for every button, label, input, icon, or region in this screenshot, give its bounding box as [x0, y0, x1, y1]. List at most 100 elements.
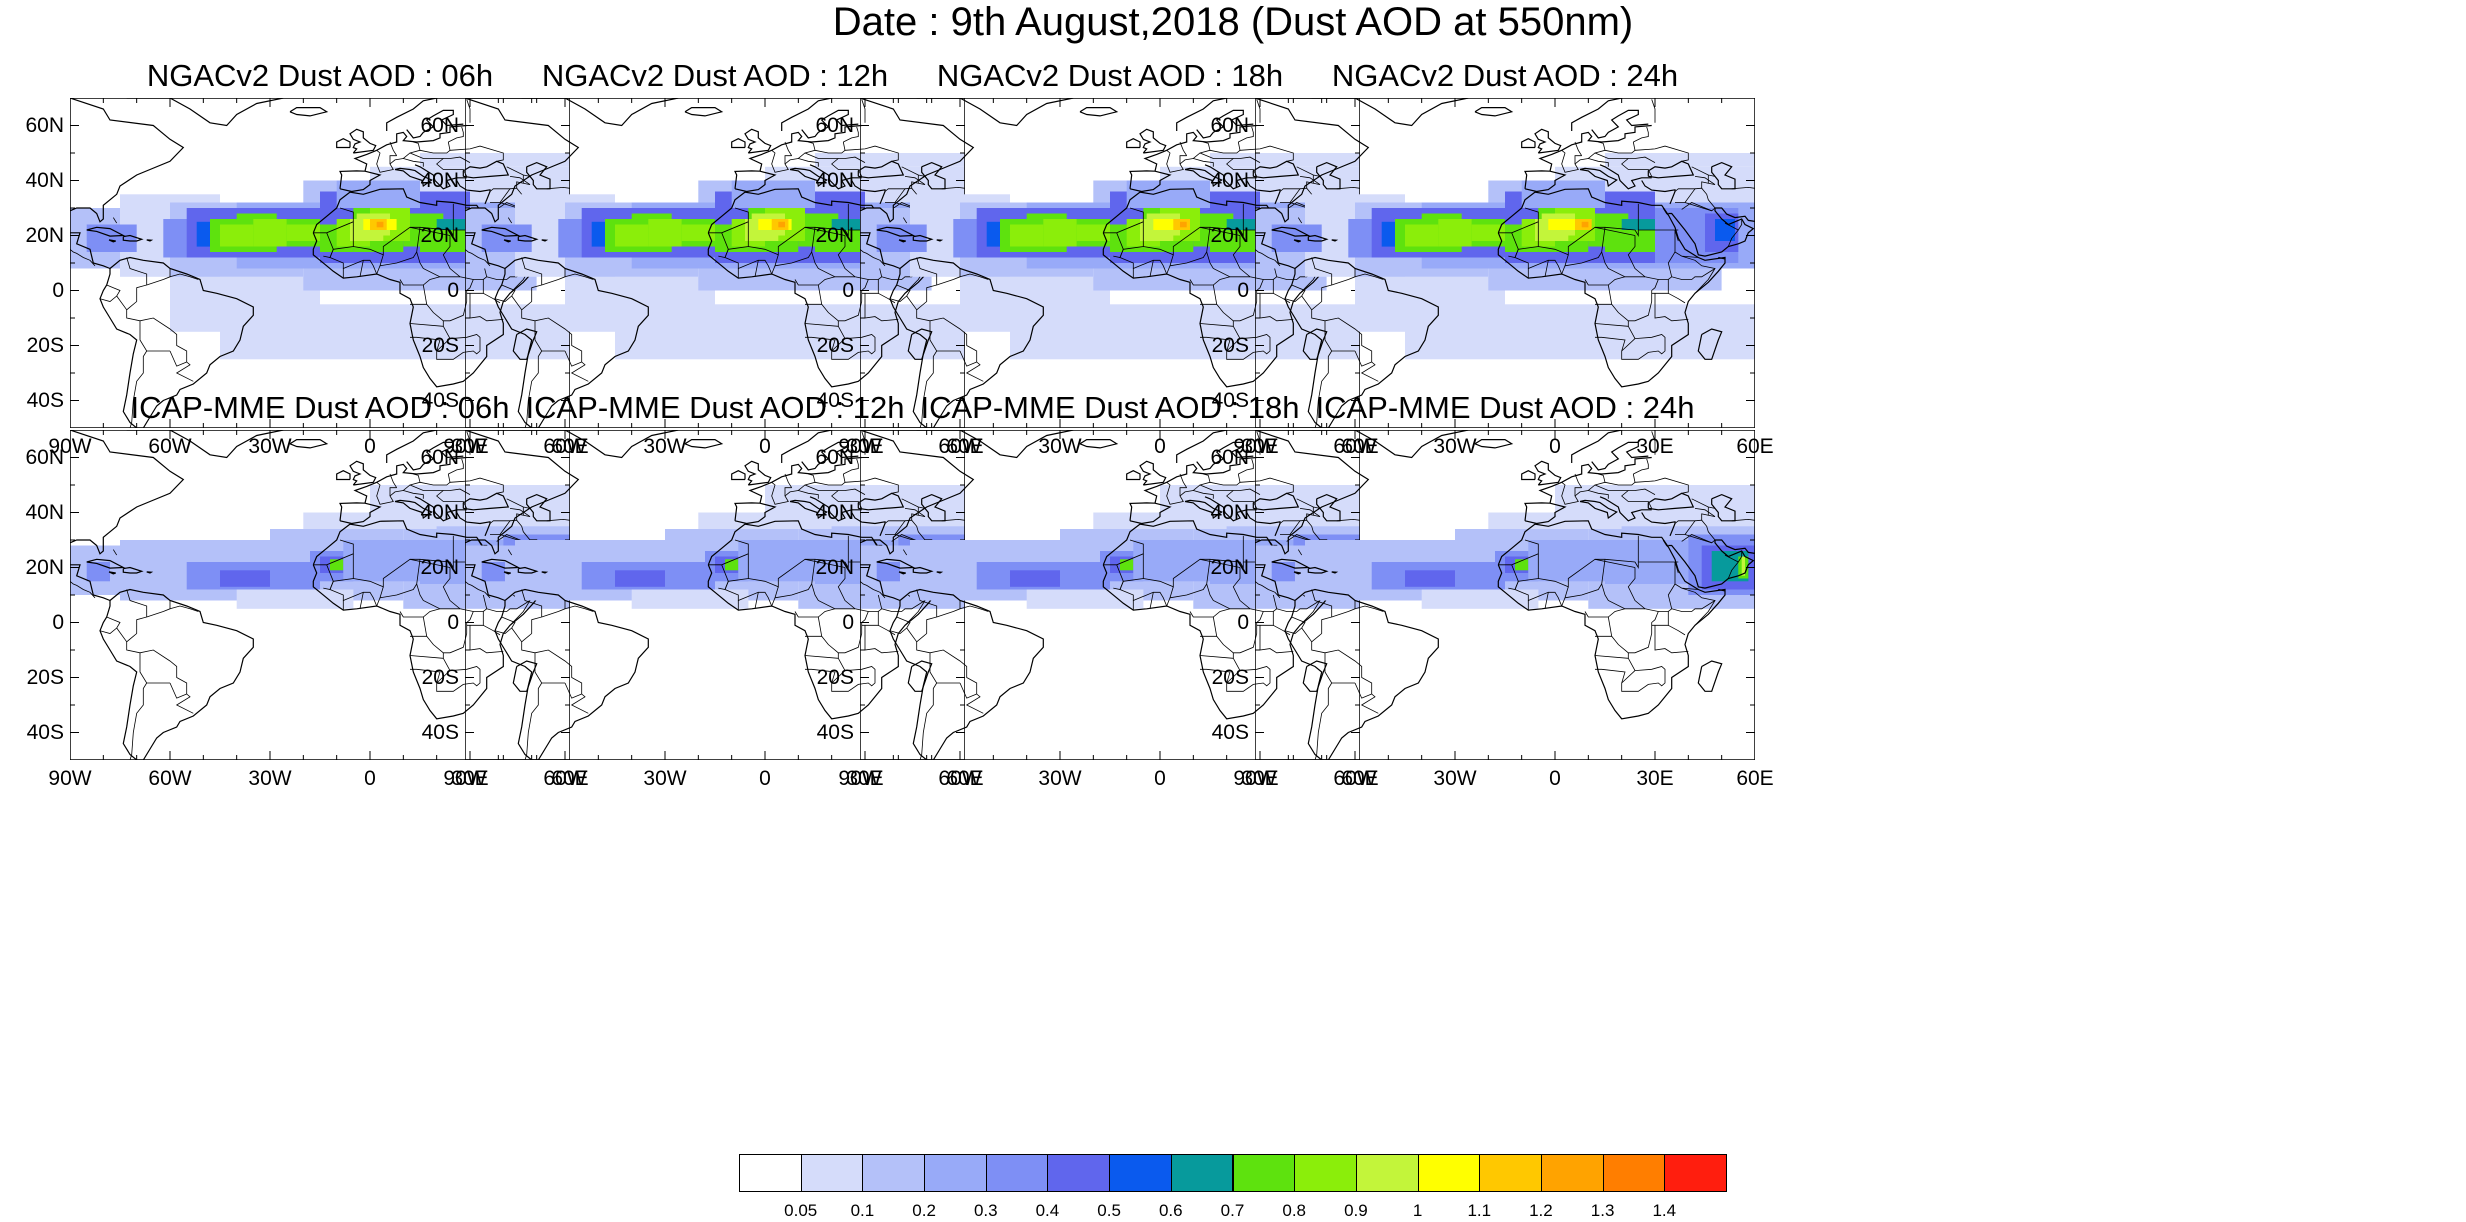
country-border — [436, 338, 451, 352]
colorbar-swatch — [1479, 1154, 1542, 1192]
country-border — [808, 473, 814, 476]
aod-patch — [1093, 512, 1227, 529]
aod-patch — [738, 540, 815, 582]
coastline-puertoRico — [146, 571, 154, 574]
country-border — [389, 487, 397, 496]
country-border — [794, 276, 836, 286]
country-border — [1634, 477, 1689, 494]
country-border — [844, 477, 899, 494]
country-border — [916, 589, 938, 634]
coastline-greenland — [521, 430, 679, 459]
lon-tick-label: 0 — [1549, 435, 1561, 458]
aod-patch — [698, 512, 832, 529]
country-border — [929, 320, 960, 352]
coastline-britain — [349, 128, 377, 154]
country-border — [1169, 583, 1208, 599]
coastline-europe — [1538, 456, 1652, 504]
country-border — [808, 141, 814, 144]
coastline-italy — [789, 167, 828, 188]
country-border — [1564, 251, 1603, 267]
country-border — [402, 152, 444, 167]
country-border — [1301, 295, 1313, 311]
country-border — [821, 611, 869, 654]
country-border — [1256, 99, 1261, 123]
coastline-iberia — [339, 170, 382, 193]
coastline-centralAmerica — [1255, 232, 1296, 270]
lat-tick-label: 20N — [25, 555, 64, 579]
aod-patch — [286, 224, 320, 241]
coastline-iceland — [1474, 439, 1514, 449]
coastline-cuba — [481, 558, 521, 569]
coastline-ireland — [1126, 138, 1141, 149]
country-border — [1595, 284, 1613, 305]
coastline-jamaica — [1293, 239, 1301, 243]
lat-tick-label: 20N — [1210, 223, 1249, 247]
aod-patch — [681, 224, 715, 241]
coastline-centralAmerica — [70, 564, 111, 602]
lon-tick-label: 30W — [1433, 435, 1477, 458]
country-border — [1179, 473, 1188, 488]
country-border — [831, 670, 846, 684]
country-border — [724, 249, 773, 275]
country-border — [959, 682, 977, 699]
country-border — [1179, 141, 1188, 156]
coastline-turkey — [851, 180, 886, 205]
country-border — [116, 295, 128, 311]
aod-patch — [270, 567, 310, 584]
aod-patch — [1076, 224, 1110, 241]
country-border — [483, 292, 501, 304]
country-border — [169, 605, 199, 612]
aod-patch — [1528, 540, 1605, 582]
aod-patch — [1515, 559, 1529, 571]
coastline-britain — [349, 460, 377, 486]
country-border — [419, 473, 451, 486]
country-border — [353, 558, 451, 588]
country-border — [936, 600, 961, 618]
colorbar-label: 1.4 — [1652, 1201, 1677, 1220]
lat-tick-label: 20S — [421, 665, 459, 689]
country-border — [436, 670, 451, 684]
colorbar-swatch — [924, 1154, 987, 1192]
lat-tick-label: 40N — [1210, 500, 1249, 524]
coastline-centralAmerica — [465, 232, 506, 270]
lon-tick-label: 90W — [1233, 767, 1277, 790]
country-border — [1604, 141, 1636, 154]
axis-ticks — [1255, 98, 1755, 428]
map-panel: ICAP-MME Dust AOD : 18h 60N 40N 20N 0 20S 40S 9… — [800, 390, 1378, 840]
coastline-cuba — [86, 558, 126, 569]
aod-patch — [420, 153, 570, 167]
country-border — [1311, 301, 1379, 382]
country-border — [1255, 248, 1281, 267]
lat-tick-label: 40S — [26, 388, 64, 412]
country-border — [494, 616, 516, 634]
coastline-greenland — [1311, 430, 1469, 459]
coastline-iceland — [1079, 107, 1119, 117]
colorbar-swatch — [1232, 1154, 1296, 1192]
coastline-cuba — [1271, 226, 1311, 237]
country-border — [541, 268, 566, 286]
map-panel: ICAP-MME Dust AOD : 24h 60N 40N 20N 0 20S 40S 9… — [1195, 390, 1773, 840]
country-border — [771, 149, 799, 173]
lat-tick-label: 60N — [815, 113, 854, 137]
country-border — [1758, 189, 1765, 211]
coastline-puertoRico — [541, 571, 549, 574]
country-border — [1498, 539, 1539, 566]
colorbar-swatch — [1109, 1154, 1172, 1192]
coastline-iceland — [289, 107, 329, 117]
panel-title: ICAP-MME Dust AOD : 06h — [130, 390, 510, 425]
country-border — [1239, 477, 1294, 494]
country-border — [126, 257, 148, 302]
country-border — [409, 475, 421, 486]
lat-tick-label: 60N — [1210, 113, 1249, 137]
aod-patch — [1381, 221, 1395, 247]
country-border — [409, 323, 444, 327]
country-border — [1561, 481, 1589, 505]
lat-tick-label: 0 — [1237, 278, 1249, 302]
country-border — [821, 279, 869, 322]
country-border — [1200, 320, 1271, 360]
lon-tick-label: 60W — [148, 767, 192, 790]
country-border — [564, 682, 582, 699]
coastline-italy — [1579, 167, 1618, 188]
coastline-balkans — [1599, 164, 1652, 190]
coastline-europe — [1143, 456, 1257, 504]
